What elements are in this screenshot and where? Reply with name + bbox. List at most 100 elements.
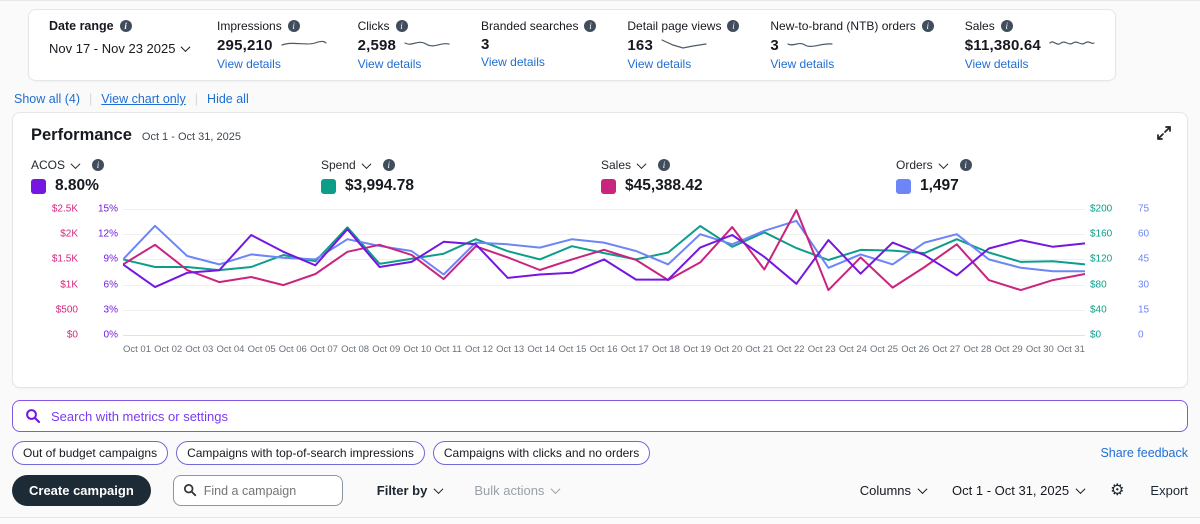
legend-swatch [896, 178, 911, 194]
metric-card: Sales i $11,380.64 View details [965, 19, 1095, 73]
x-axis-tick-label: Oct 20 [714, 344, 743, 355]
info-icon[interactable]: i [584, 20, 597, 32]
table-date-range-label: Oct 1 - Oct 31, 2025 [952, 483, 1070, 498]
show-all-link[interactable]: Show all (4) [14, 92, 80, 106]
info-icon[interactable]: i [287, 20, 300, 32]
metric-selector-dropdown[interactable]: Spend i [321, 158, 601, 172]
sparkline-icon [404, 36, 450, 55]
info-icon[interactable]: i [1000, 20, 1013, 32]
metric-selector-dropdown[interactable]: Sales i [601, 158, 896, 172]
performance-chart: $2.5K $2K $1.5K $1K $500 $0 15% 12% 9% 6% 3% 0% Oc… [31, 204, 1169, 356]
metric-value-row: $11,380.64 [965, 36, 1095, 55]
view-details-link[interactable]: View details [770, 57, 835, 71]
metric-card: Detail page views i 163 View details [627, 19, 740, 73]
columns-dropdown[interactable]: Columns [860, 483, 928, 498]
metric-selector-value: $45,388.42 [625, 177, 703, 194]
gridline [123, 309, 1085, 311]
x-axis-tick-label: Oct 12 [465, 344, 493, 355]
x-axis-tick-label: Oct 06 [278, 344, 307, 355]
x-axis-tick-label: Oct 25 [870, 344, 899, 355]
metric-label-row: Branded searches i [481, 19, 597, 33]
find-campaign-input[interactable] [172, 475, 343, 506]
metric-value: 3 [770, 37, 779, 54]
date-range-selector[interactable]: Date range i Nov 17 - Nov 23 2025 [49, 19, 217, 56]
view-details-link[interactable]: View details [627, 57, 692, 71]
table-date-range-dropdown[interactable]: Oct 1 - Oct 31, 2025 [952, 483, 1086, 498]
quick-filter-pill[interactable]: Campaigns with clicks and no orders [432, 441, 651, 465]
gear-icon[interactable]: ⚙ [1110, 481, 1125, 499]
metric-selector-dropdown[interactable]: Orders i [896, 158, 1169, 172]
divider: | [194, 92, 199, 106]
gridline [123, 234, 1085, 236]
metric-selector-dropdown[interactable]: ACOS i [31, 158, 321, 172]
quick-filter-pill[interactable]: Campaigns with top-of-search impressions [176, 441, 425, 465]
export-button[interactable]: Export [1150, 483, 1188, 498]
filter-by-dropdown[interactable]: Filter by [377, 483, 444, 498]
metric-value: 295,210 [217, 37, 273, 54]
axis-tick-label: 15% [97, 203, 118, 215]
chart-metric-selector-acos: ACOS i 8.80% [31, 158, 321, 195]
info-icon[interactable]: i [727, 20, 740, 32]
metric-label: Impressions [217, 19, 282, 33]
info-icon[interactable]: i [382, 159, 395, 171]
x-axis-tick-label: Oct 26 [901, 344, 930, 355]
info-icon[interactable]: i [959, 159, 972, 171]
metric-selector-value: 1,497 [920, 177, 959, 194]
info-icon[interactable]: i [92, 159, 105, 171]
metric-selector-label: Sales [601, 158, 632, 172]
view-chart-only-link[interactable]: View chart only [101, 92, 186, 106]
view-details-link[interactable]: View details [481, 55, 545, 69]
axis-tick-label: $2K [60, 228, 78, 240]
chart-metric-selector-orders: Orders i 1,497 [896, 158, 1169, 195]
axis-tick-label: 0 [1138, 329, 1144, 341]
metric-value-row: 163 [627, 36, 739, 55]
axis-tick-label: $80 [1090, 279, 1107, 291]
info-icon[interactable]: i [921, 20, 934, 32]
view-details-link[interactable]: View details [964, 57, 1029, 71]
axis-tick-label: $40 [1090, 304, 1107, 316]
series-line-acos [123, 229, 1085, 287]
metric-value-row: 3 [481, 36, 596, 53]
sparkline-icon [281, 36, 327, 55]
view-details-link[interactable]: View details [217, 57, 281, 71]
view-details-link[interactable]: View details [357, 57, 422, 71]
metric-value: 3 [481, 36, 490, 53]
x-axis-tick-label: Oct 09 [372, 344, 401, 355]
axis-tick-label: 75 [1138, 203, 1150, 215]
x-axis-tick-label: Oct 13 [496, 344, 525, 355]
metric-label: Clicks [357, 19, 390, 33]
date-range-value[interactable]: Nov 17 - Nov 23 2025 [49, 41, 176, 56]
x-axis-tick-label: Oct 22 [776, 344, 805, 355]
x-axis-tick-label: Oct 21 [745, 344, 774, 355]
chevron-down-icon [181, 42, 191, 53]
quick-filter-pill[interactable]: Out of budget campaigns [12, 441, 169, 465]
x-axis-tick-label: Oct 19 [683, 344, 712, 355]
x-axis-tick-label: Oct 08 [341, 344, 370, 355]
bulk-actions-dropdown[interactable]: Bulk actions [474, 483, 561, 498]
metric-label: New-to-brand (NTB) orders [770, 19, 916, 33]
share-feedback-link[interactable]: Share feedback [1100, 446, 1188, 460]
y-axis-orders: 75 60 45 30 15 0 [1133, 204, 1169, 341]
info-icon[interactable]: i [658, 159, 671, 171]
expand-icon[interactable] [1157, 126, 1171, 145]
x-axis-tick-label: Oct 18 [651, 344, 680, 355]
x-axis-tick-label: Oct 28 [963, 344, 992, 355]
series-line-spend [123, 226, 1085, 270]
gridline [123, 284, 1085, 286]
metric-selector-label: Spend [321, 158, 356, 172]
metrics-search-bar [12, 400, 1188, 432]
chart-view-links: Show all (4) | View chart only | Hide al… [14, 92, 1200, 106]
metrics-summary-bar: Date range i Nov 17 - Nov 23 2025 Impres… [28, 9, 1116, 81]
chart-plot-area [123, 209, 1085, 336]
search-input[interactable] [12, 400, 1188, 432]
info-icon[interactable]: i [395, 20, 408, 32]
x-axis-tick-label: Oct 01 [123, 344, 151, 355]
x-axis-tick-label: Oct 05 [247, 344, 276, 355]
info-icon[interactable]: i [119, 20, 132, 32]
divider: | [89, 92, 93, 106]
metric-value-row: 3 [770, 36, 933, 55]
x-axis-tick-label: Oct 29 [994, 344, 1023, 355]
create-campaign-button[interactable]: Create campaign [12, 475, 151, 506]
hide-all-link[interactable]: Hide all [207, 92, 249, 106]
metric-selector-value-row: 8.80% [31, 177, 321, 195]
